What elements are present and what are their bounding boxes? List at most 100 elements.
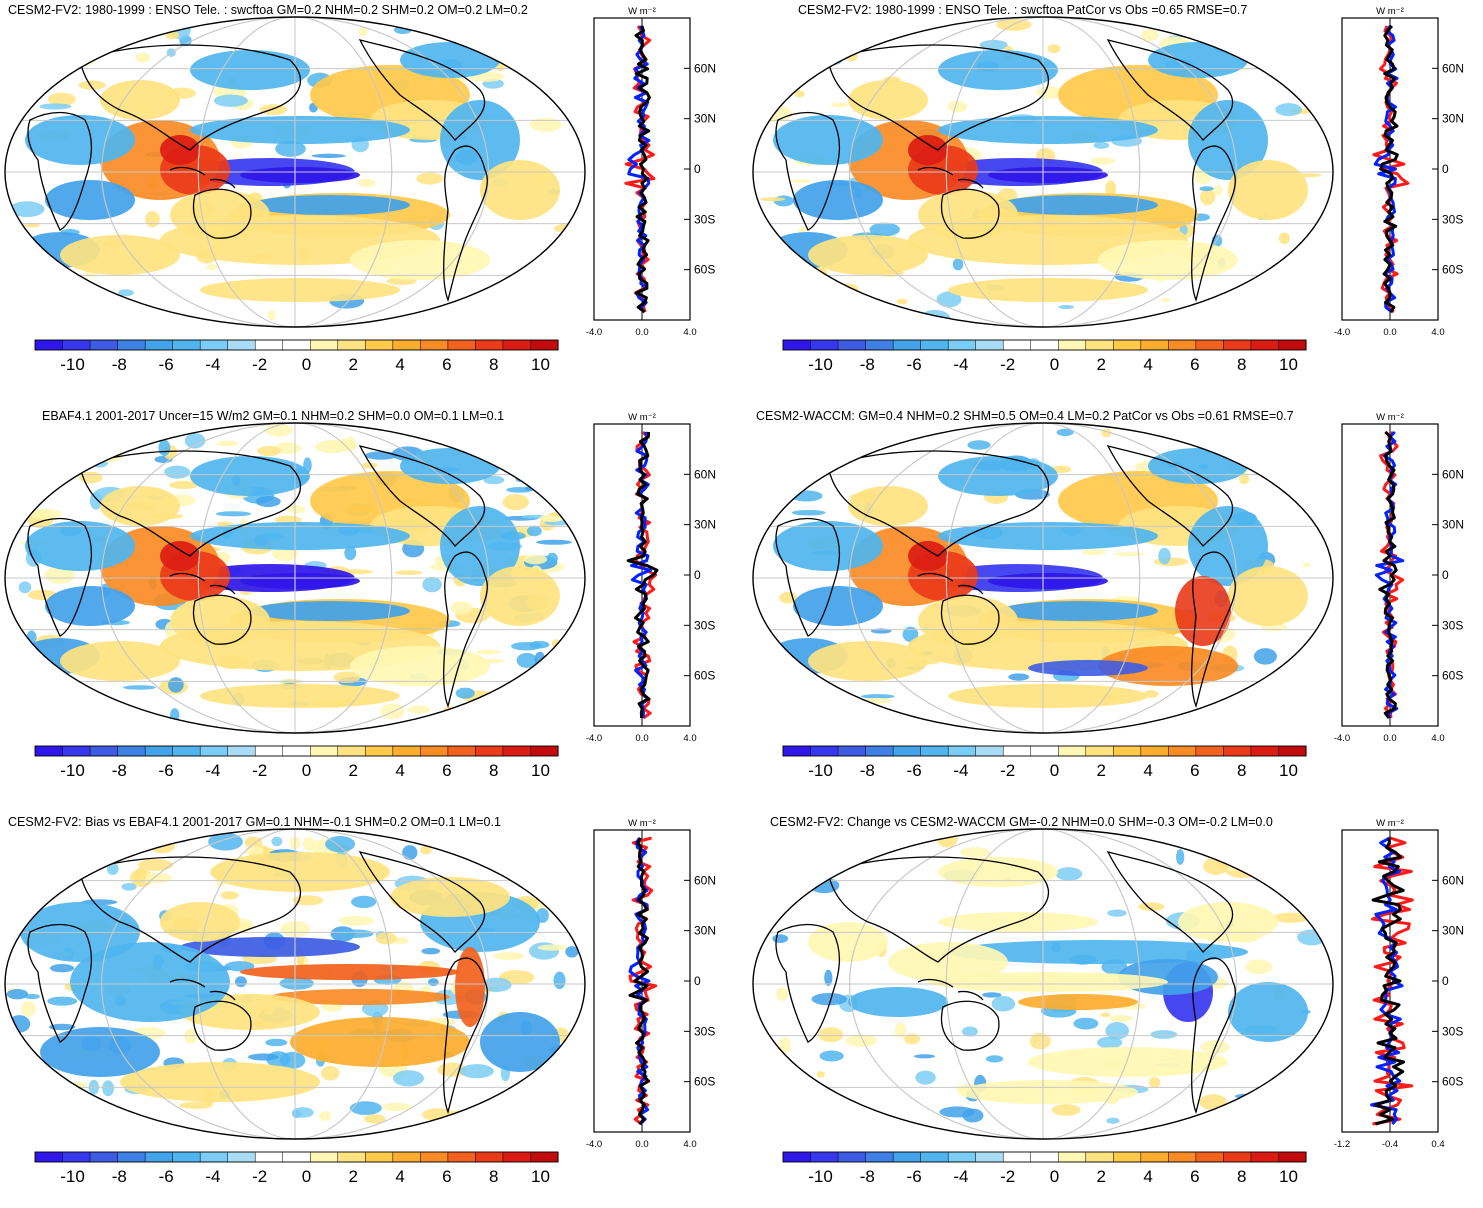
lat-label: 60N <box>1442 873 1464 887</box>
lat-label: 60S <box>694 263 715 277</box>
x-label: -4.0 <box>1334 327 1350 338</box>
colorbar-swatch <box>530 340 558 350</box>
colorbar-swatch <box>1086 1152 1114 1162</box>
lat-label: 60N <box>1442 467 1464 481</box>
colorbar-swatch <box>338 340 366 350</box>
colorbar-swatch <box>976 340 1004 350</box>
lat-label: 30N <box>694 924 716 938</box>
colorbar-swatch <box>63 746 91 756</box>
colorbar-swatch <box>63 340 91 350</box>
colorbar-swatch <box>1003 1152 1031 1162</box>
colorbar-label: 0 <box>1050 761 1059 780</box>
colorbar-swatch <box>228 746 256 756</box>
colorbar-label: 4 <box>395 355 404 374</box>
colorbar-swatch <box>35 1152 63 1162</box>
colorbar-label: 10 <box>1279 355 1298 374</box>
colorbar-swatch <box>948 746 976 756</box>
colorbar-label: -6 <box>907 355 922 374</box>
colorbar-swatch <box>475 746 503 756</box>
colorbar-swatch <box>255 746 283 756</box>
colorbar-swatch <box>393 1152 421 1162</box>
panel-p1: CESM2-FV2: 1980-1999 : ENSO Tele. : swcf… <box>0 0 740 396</box>
lat-label: 30N <box>1442 924 1464 938</box>
colorbar-label: 8 <box>1237 761 1246 780</box>
colorbar-label: 6 <box>1190 355 1199 374</box>
colorbar-label: -8 <box>112 355 127 374</box>
panel-p3: EBAF4.1 2001-2017 Uncer=15 W/m2 GM=0.1 N… <box>0 406 740 802</box>
colorbar-swatch <box>783 1152 811 1162</box>
colorbar-swatch <box>1251 1152 1279 1162</box>
colorbar-label: -8 <box>860 1167 875 1186</box>
colorbar-swatch <box>811 746 839 756</box>
colorbar-swatch <box>1113 1152 1141 1162</box>
colorbar-label: -2 <box>1000 1167 1015 1186</box>
lat-label: 60S <box>1442 263 1463 277</box>
lat-label: 60N <box>694 467 716 481</box>
colorbar-swatch <box>228 1152 256 1162</box>
colorbar-swatch <box>310 1152 338 1162</box>
colorbar-swatch <box>1031 340 1059 350</box>
colorbar-swatch <box>893 340 921 350</box>
lat-label: 0 <box>694 162 701 176</box>
colorbar-swatch <box>503 340 531 350</box>
colorbar-label: 8 <box>1237 1167 1246 1186</box>
colorbar-swatch <box>448 746 476 756</box>
colorbar-swatch <box>783 746 811 756</box>
colorbar-label: -2 <box>252 761 267 780</box>
colorbar-swatch <box>420 746 448 756</box>
x-label: -4.0 <box>586 327 602 338</box>
x-label: 0.0 <box>1383 733 1396 744</box>
panel-p6: CESM2-FV2: Change vs CESM2-WACCM GM=-0.2… <box>748 812 1483 1208</box>
colorbar-swatch <box>866 746 894 756</box>
colorbar-swatch <box>118 1152 146 1162</box>
colorbar-swatch <box>1278 340 1306 350</box>
colorbar-swatch <box>365 340 393 350</box>
colorbar-label: 2 <box>1097 761 1106 780</box>
colorbar-swatch <box>338 746 366 756</box>
colorbar-swatch <box>976 746 1004 756</box>
colorbar-label: -2 <box>252 355 267 374</box>
colorbar-swatch <box>838 1152 866 1162</box>
x-label: 4.0 <box>1431 327 1444 338</box>
colorbar-label: 4 <box>395 761 404 780</box>
colorbar-swatch <box>1141 340 1169 350</box>
x-label: 0.0 <box>635 733 648 744</box>
shaded-field <box>0 812 600 1152</box>
colorbar-swatch <box>145 1152 173 1162</box>
colorbar-swatch <box>393 746 421 756</box>
lat-label: 30N <box>694 518 716 532</box>
lat-label: 30S <box>1442 212 1463 226</box>
colorbar-swatch <box>90 746 118 756</box>
colorbar-swatch <box>228 340 256 350</box>
x-label: 0.0 <box>1383 327 1396 338</box>
colorbar-label: 0 <box>302 1167 311 1186</box>
lat-label: 30N <box>1442 112 1464 126</box>
colorbar-label: -4 <box>205 761 220 780</box>
colorbar-swatch <box>283 1152 311 1162</box>
lat-label: 30S <box>694 1024 715 1038</box>
colorbar-swatch <box>503 1152 531 1162</box>
colorbar-label: -6 <box>159 761 174 780</box>
colorbar-swatch <box>921 1152 949 1162</box>
shaded-field <box>0 406 600 746</box>
colorbar-swatch <box>200 1152 228 1162</box>
colorbar-swatch <box>200 340 228 350</box>
colorbar-label: 6 <box>442 1167 451 1186</box>
colorbar-swatch <box>118 746 146 756</box>
colorbar-label: -10 <box>808 761 833 780</box>
colorbar-swatch <box>255 340 283 350</box>
colorbar-label: -4 <box>205 1167 220 1186</box>
colorbar-label: -10 <box>60 355 85 374</box>
colorbar-label: 4 <box>1143 355 1152 374</box>
colorbar-swatch <box>310 746 338 756</box>
units-label: W m⁻² <box>1376 818 1404 829</box>
colorbar-swatch <box>393 340 421 350</box>
